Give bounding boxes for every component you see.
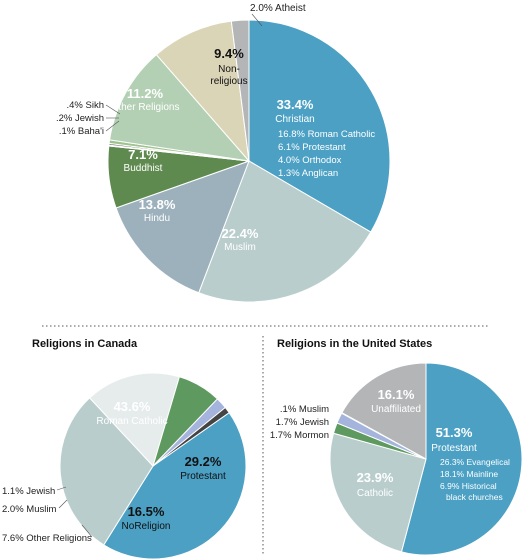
world-bahai-label: .1% Baha'i	[59, 126, 104, 137]
world-buddhist-pct: 7.1%	[128, 147, 158, 162]
us-protestant-sub-1: 26.3% Evangelical	[440, 457, 510, 467]
world-hindu-label: Hindu	[144, 213, 170, 224]
world-christian-sub-3: 4.0% Orthodox	[278, 155, 342, 166]
world-slice-other-religions	[109, 53, 251, 162]
world-nonreligious-label-1: Non-	[218, 64, 240, 75]
us-jewish-label: 1.7% Jewish	[276, 417, 329, 428]
world-christian-sub-2: 6.1% Protestant	[278, 142, 346, 153]
canada-catholic-pct: 43.6%	[114, 399, 151, 414]
world-slice-muslim	[198, 160, 372, 303]
us-protestant-pct: 51.3%	[436, 425, 473, 440]
world-christian-sub-1: 16.8% Roman Catholic	[278, 129, 375, 140]
world-atheist-label: 2.0% Atheist	[250, 3, 306, 14]
world-buddhist-label: Buddhist	[124, 163, 163, 174]
world-atheist-leader	[251, 13, 263, 27]
world-nonreligious-label-2: religious	[210, 76, 247, 87]
us-protestant-label: Protestant	[431, 443, 477, 454]
canada-jewish-leader	[56, 486, 67, 491]
world-christian-sub-4: 1.3% Anglican	[278, 168, 338, 179]
world-jewish-label: .2% Jewish	[56, 113, 104, 124]
us-unaffiliated-label: Unaffiliated	[371, 404, 421, 415]
us-catholic-pct: 23.9%	[357, 470, 394, 485]
canada-pie	[59, 372, 247, 560]
world-christian-pct: 33.4%	[277, 97, 314, 112]
canada-other-leader	[81, 524, 93, 538]
canada-noreligion-pct: 16.5%	[128, 504, 165, 519]
canada-catholic-label: Roman Catholic	[96, 416, 167, 427]
world-christian-label: Christian	[275, 114, 314, 125]
world-muslim-label: Muslim	[224, 242, 256, 253]
canada-title: Religions in Canada	[32, 338, 138, 350]
world-slice-christian	[248, 19, 391, 233]
us-protestant-sub-3: 6.9% Historical	[440, 481, 497, 491]
canada-slice-jewish	[152, 406, 230, 467]
us-slice-unaffiliated	[341, 362, 427, 460]
canada-slice-noreligion	[88, 372, 181, 467]
us-title: Religions in the United States	[277, 338, 432, 350]
canada-muslim-label: 2.0% Muslim	[2, 504, 56, 515]
world-pie	[107, 19, 391, 303]
canada-noreligion-label: NoReligion	[122, 521, 171, 532]
world-slice-hindu	[115, 160, 250, 294]
world-slice-non-religious	[155, 20, 250, 163]
us-slice-catholic	[329, 432, 427, 553]
canada-slice-roman-catholic	[103, 411, 247, 560]
us-pie	[329, 362, 523, 556]
us-mormon-label: 1.7% Mormon	[270, 430, 329, 441]
canada-protestant-pct: 29.2%	[185, 454, 222, 469]
world-sikh-label: .4% Sikh	[67, 100, 105, 111]
canada-jewish-label: 1.1% Jewish	[2, 486, 55, 497]
world-sikh-leader	[105, 104, 121, 115]
us-muslim-label: .1% Muslim	[280, 404, 329, 415]
us-catholic-label: Catholic	[357, 488, 393, 499]
world-hindu-pct: 13.8%	[139, 197, 176, 212]
world-muslim-pct: 22.4%	[222, 226, 259, 241]
us-slice-protestant	[400, 362, 523, 556]
world-other-pct: 11.2%	[127, 86, 164, 101]
world-other-label: Other Religions	[111, 102, 180, 113]
world-bahai-leader	[105, 120, 120, 132]
us-protestant-sub-4: black churches	[446, 492, 503, 502]
canada-other-label: 7.6% Other Religions	[2, 533, 92, 544]
us-unaffiliated-pct: 16.1%	[378, 387, 415, 402]
world-slice-atheist	[230, 19, 250, 162]
canada-protestant-label: Protestant	[180, 471, 226, 482]
canada-muslim-leader	[58, 499, 68, 509]
us-protestant-sub-2: 18.1% Mainline	[440, 469, 498, 479]
world-nonreligious-pct: 9.4%	[214, 46, 244, 61]
